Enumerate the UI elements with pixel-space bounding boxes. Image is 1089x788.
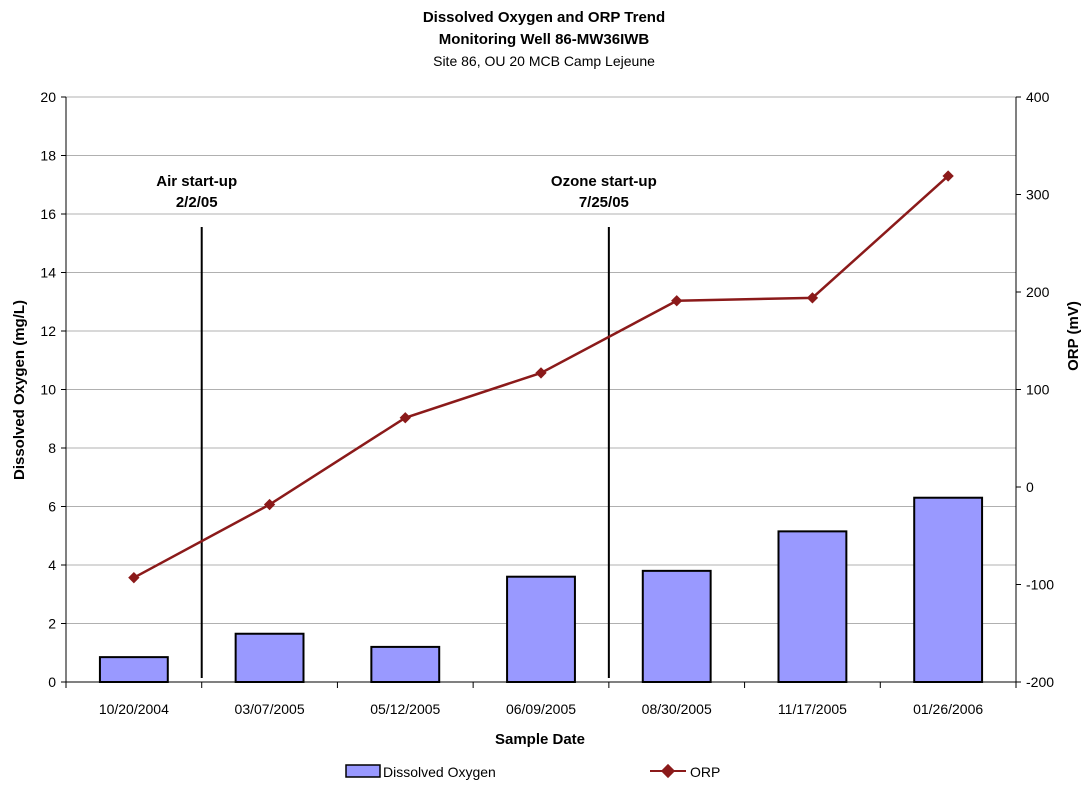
y-left-tick-label: 0 [48,674,56,690]
y-left-tick-label: 14 [40,265,56,281]
bar-dissolved-oxygen [100,657,168,682]
chart-title: Dissolved Oxygen and ORP Trend [423,9,665,26]
y-right-tick-label: 0 [1026,479,1034,495]
bar-dissolved-oxygen [371,647,439,682]
y-left-tick-label: 8 [48,440,56,456]
y-axis-right-label: ORP (mV) [1065,301,1082,371]
y-right-tick-label: 100 [1026,382,1050,398]
y-left-tick-label: 18 [40,148,56,164]
legend-marker-orp [661,764,675,778]
legend-label-orp: ORP [690,764,720,780]
y-left-tick-label: 16 [40,206,56,222]
y-right-tick-label: 400 [1026,89,1050,105]
bar-dissolved-oxygen [507,577,575,682]
y-left-tick-label: 10 [40,382,56,398]
chart-subtitle-site: Site 86, OU 20 MCB Camp Lejeune [433,53,655,69]
y-left-tick-label: 20 [40,89,56,105]
x-tick-label: 06/09/2005 [506,701,576,717]
bar-dissolved-oxygen [779,531,847,682]
x-tick-label: 05/12/2005 [370,701,440,717]
annotation-date: 2/2/05 [176,194,218,211]
x-tick-label: 08/30/2005 [642,701,712,717]
x-tick-label: 03/07/2005 [235,701,305,717]
y-right-tick-label: 300 [1026,187,1050,203]
annotations: Air start-up 2/2/05 Ozone start-up 7/25/05 [156,173,656,678]
y-right-tick-label: -200 [1026,674,1054,690]
legend-label-dissolved-oxygen: Dissolved Oxygen [383,764,496,780]
annotation-date: 7/25/05 [579,194,629,211]
y-right-tick-label: -100 [1026,577,1054,593]
orp-point [671,295,682,306]
bar-dissolved-oxygen [914,498,982,682]
chart-subtitle-well: Monitoring Well 86-MW36IWB [439,31,650,48]
x-axis-label: Sample Date [495,731,585,748]
x-tick-label: 10/20/2004 [99,701,169,717]
y-left-tick-label: 2 [48,616,56,632]
y-left-tick-label: 6 [48,499,56,515]
x-tick-label: 01/26/2006 [913,701,983,717]
line-series [128,170,954,583]
bar-dissolved-oxygen [643,571,711,682]
annotation-label: Air start-up [156,173,237,190]
annotation-label: Ozone start-up [551,173,657,190]
y-axis-left-label: Dissolved Oxygen (mg/L) [11,300,28,480]
legend-swatch-dissolved-oxygen [346,765,380,777]
y-left-tick-label: 12 [40,323,56,339]
orp-point [535,367,546,378]
y-left-tick-label: 4 [48,557,56,573]
y-right-tick-label: 200 [1026,284,1050,300]
x-tick-label: 11/17/2005 [778,701,847,717]
orp-point [128,572,139,583]
bar-dissolved-oxygen [236,634,304,682]
legend: Dissolved Oxygen ORP [346,764,720,780]
